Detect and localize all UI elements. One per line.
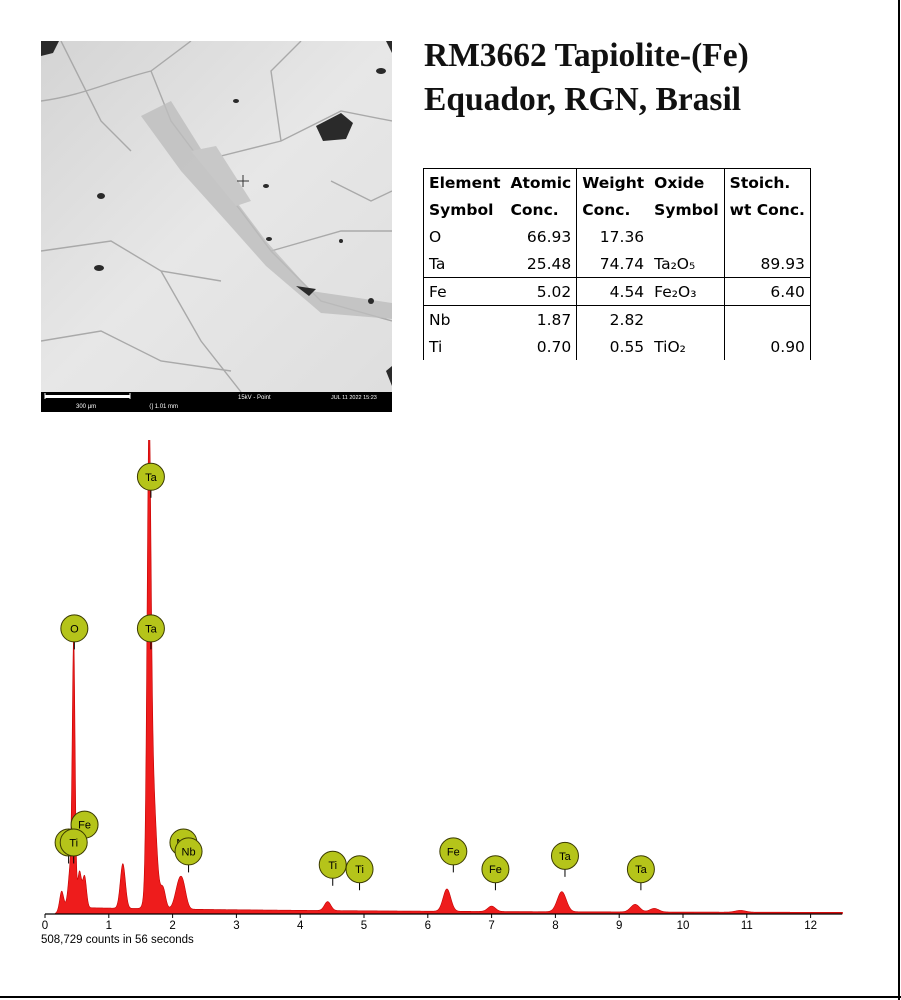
table-row: Ta 25.48 74.74 Ta₂O₅ 89.93	[422, 250, 811, 278]
cell-weight: 17.36	[599, 227, 645, 246]
element-marker-label: Ti	[69, 837, 78, 849]
sem-conditions: 15kV - Point	[238, 395, 271, 401]
x-tick-label: 11	[741, 920, 753, 932]
x-tick-label: 2	[169, 920, 175, 932]
cell-atomic: 5.02	[505, 277, 578, 306]
cell-element: Ti	[422, 333, 506, 360]
cell-element: Nb	[422, 305, 506, 333]
header-oxide-2: Symbol	[649, 196, 725, 223]
sem-field-width: ⟨] 1.01 mm	[149, 403, 178, 410]
cell-weight: 74.74	[576, 250, 650, 278]
x-tick-label: 7	[488, 920, 494, 932]
table-header-row-2: Symbol Conc. Conc. Symbol wt Conc.	[422, 196, 811, 223]
sem-scale-label: 300 µm	[76, 404, 96, 410]
cell-oxide	[649, 223, 725, 250]
cell-oxide: Fe₂O₃	[649, 277, 725, 306]
element-marker-label: O	[70, 623, 79, 635]
frame-bottom-border	[0, 996, 901, 998]
element-marker-nb: Nb	[174, 837, 203, 873]
sem-image: 300 µm ⟨] 1.01 mm 15kV - Point JUL 11 20…	[41, 41, 392, 412]
element-marker-fe: Fe	[439, 837, 468, 873]
cell-element: Ta	[422, 250, 506, 278]
x-tick-label: 3	[233, 920, 239, 932]
header-stoich: Stoich.	[724, 168, 811, 196]
element-marker-label: Ti	[355, 864, 364, 876]
header-element-2: Symbol	[422, 196, 506, 223]
element-marker-ta: Ta	[136, 462, 165, 498]
composition-table: Element Atomic Weight Oxide Stoich. Symb…	[422, 168, 811, 360]
cell-stoich	[724, 223, 811, 250]
table-row: Fe 5.02 4.54 Fe₂O₃ 6.40	[422, 277, 811, 306]
header-atomic-2: Conc.	[505, 196, 578, 223]
x-tick-label: 0	[42, 920, 48, 932]
cell-stoich	[724, 305, 811, 333]
element-marker-label: Nb	[182, 846, 196, 858]
cell-oxide: Ta₂O₅	[649, 250, 725, 278]
frame-right-border	[898, 0, 900, 1000]
page-title: RM3662 Tapiolite-(Fe) Equador, RGN, Bras…	[424, 34, 884, 122]
spectrum-area	[45, 410, 843, 915]
table-row: O 66.93 17.36	[422, 223, 811, 250]
element-marker-label: Ti	[328, 860, 337, 872]
cell-weight: 4.54	[576, 277, 650, 306]
x-tick-label: 10	[677, 920, 690, 932]
table-row: Ti 0.70 0.55 TiO₂ 0.90	[422, 333, 811, 360]
cell-atomic: 25.48	[505, 250, 578, 278]
element-marker-ta: Ta	[550, 841, 579, 877]
x-tick-label: 5	[361, 920, 367, 932]
cell-stoich: 89.93	[724, 250, 811, 278]
cell-element: Fe	[422, 277, 506, 306]
x-tick-label: 8	[552, 920, 558, 932]
header-weight-2: Conc.	[582, 200, 631, 219]
cell-stoich: 0.90	[724, 333, 811, 360]
element-marker-label: Ta	[635, 864, 648, 876]
cell-element: O	[422, 223, 506, 250]
eds-spectrum-chart: TaOTaFeTiTiNbNbTiTiFeFeTaTa 012345678910…	[0, 410, 901, 960]
cell-oxide	[649, 305, 725, 333]
element-marker-label: Ta	[559, 851, 572, 863]
cell-weight: 0.55	[609, 337, 645, 356]
element-marker-label: Fe	[78, 820, 91, 832]
header-element: Element	[422, 168, 506, 196]
header-atomic: Atomic	[505, 168, 578, 196]
element-marker-ta: Ta	[136, 614, 165, 650]
cell-oxide: TiO₂	[649, 333, 725, 360]
element-marker-ta: Ta	[626, 855, 655, 891]
element-marker-label: Fe	[447, 846, 460, 858]
header-stoich-2: wt Conc.	[724, 196, 811, 223]
element-marker-label: Fe	[489, 864, 502, 876]
element-marker-label: Ta	[145, 472, 158, 484]
title-line-2: Equador, RGN, Brasil	[424, 81, 742, 118]
element-marker-label: Ta	[145, 623, 158, 635]
cell-atomic: 66.93	[505, 223, 578, 250]
element-marker-ti: Ti	[318, 850, 347, 886]
element-marker-o: O	[60, 614, 89, 650]
cell-weight: 2.82	[609, 310, 645, 329]
spectrum-svg: TaOTaFeTiTiNbNbTiTiFeFeTaTa 012345678910…	[41, 410, 843, 946]
element-marker-ti: Ti	[59, 828, 88, 864]
x-tick-label: 12	[804, 920, 817, 932]
header-weight: Weight	[576, 168, 650, 196]
cell-stoich: 6.40	[724, 277, 811, 306]
x-tick-label: 6	[425, 920, 431, 932]
element-marker-ti: Ti	[345, 855, 374, 891]
cell-atomic: 0.70	[505, 333, 578, 360]
x-tick-label: 9	[616, 920, 622, 932]
spectrum-counts-footer: 508,729 counts in 56 seconds	[41, 934, 194, 946]
table-header-row-1: Element Atomic Weight Oxide Stoich.	[422, 168, 811, 196]
element-marker-fe: Fe	[481, 855, 510, 891]
cell-atomic: 1.87	[505, 305, 578, 333]
title-line-1: RM3662 Tapiolite-(Fe)	[424, 37, 749, 74]
x-tick-label: 4	[297, 920, 304, 932]
header-oxide: Oxide	[649, 168, 725, 196]
x-tick-label: 1	[106, 920, 112, 932]
sem-timestamp: JUL 11 2022 15:23	[331, 395, 377, 401]
table-row: Nb 1.87 2.82	[422, 305, 811, 333]
